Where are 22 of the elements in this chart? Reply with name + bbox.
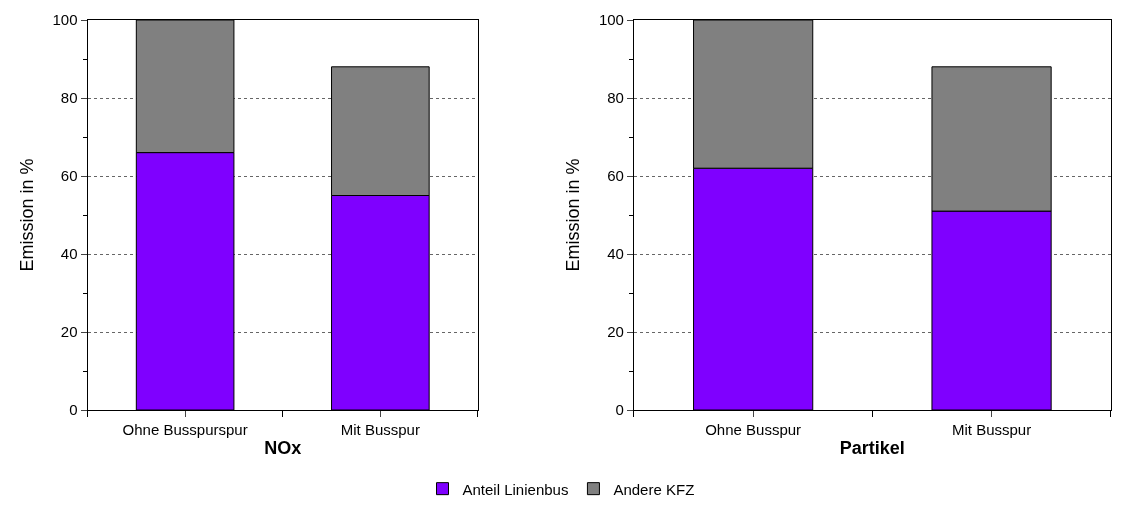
- y-tick-label: 60: [60, 167, 78, 185]
- y-tick-label: 100: [598, 11, 624, 29]
- x-tick-label: Ohne Busspurspur: [122, 421, 248, 438]
- y-tick-label: 40: [607, 245, 624, 263]
- x-tick-label: Ohne Busspur: [705, 421, 802, 438]
- y-tick-label: 80: [60, 89, 78, 107]
- x-axis-title: Partikel: [839, 438, 905, 459]
- legend-label: Anteil Linienbus: [462, 480, 569, 498]
- y-tick-label: 0: [615, 401, 624, 419]
- x-tick-label: Mit Busspur: [340, 421, 420, 438]
- y-tick-label: 20: [607, 323, 624, 341]
- y-tick-label: 40: [60, 245, 78, 263]
- y-tick-label: 20: [60, 323, 78, 341]
- y-axis-title: Emission in %: [16, 158, 37, 272]
- y-tick-label: 60: [607, 167, 624, 185]
- y-tick-label: 80: [607, 89, 624, 107]
- x-tick-label: Mit Busspur: [951, 421, 1032, 438]
- legend-label: Andere KFZ: [613, 480, 695, 498]
- y-tick-label: 0: [69, 401, 78, 419]
- y-axis-title: Emission in %: [563, 158, 584, 272]
- x-axis-title: NOx: [264, 438, 302, 459]
- y-tick-label: 100: [52, 11, 78, 29]
